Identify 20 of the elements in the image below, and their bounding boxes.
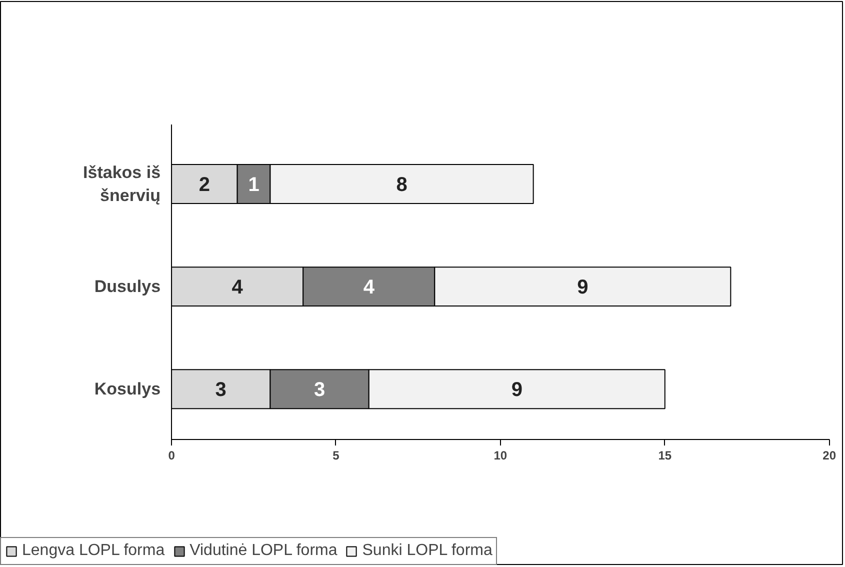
data-label: 2 (198, 174, 210, 196)
legend-label: Vidutinė LOPL forma (190, 542, 338, 560)
x-tick-label: 20 (822, 448, 836, 462)
x-tick-label: 0 (168, 448, 176, 462)
x-tick-label: 15 (658, 448, 672, 462)
y-tick-label: Ištakos iš šnervių (83, 163, 161, 205)
x-tick-label: 10 (494, 448, 508, 462)
data-label: 3 (215, 379, 226, 402)
y-tick-label: Kosulys (94, 380, 161, 399)
data-label: 3 (314, 379, 326, 402)
data-label: 9 (511, 379, 522, 402)
data-label: 9 (577, 276, 588, 299)
data-label: 1 (248, 174, 260, 196)
data-label: 8 (396, 174, 408, 196)
legend-label: Lengva LOPL forma (22, 542, 165, 560)
y-tick-label: Dusulys (94, 277, 161, 296)
data-label: 4 (363, 276, 376, 299)
legend-label: Sunki LOPL forma (362, 542, 492, 560)
x-tick-label: 5 (332, 448, 340, 462)
data-label: 4 (232, 276, 244, 299)
